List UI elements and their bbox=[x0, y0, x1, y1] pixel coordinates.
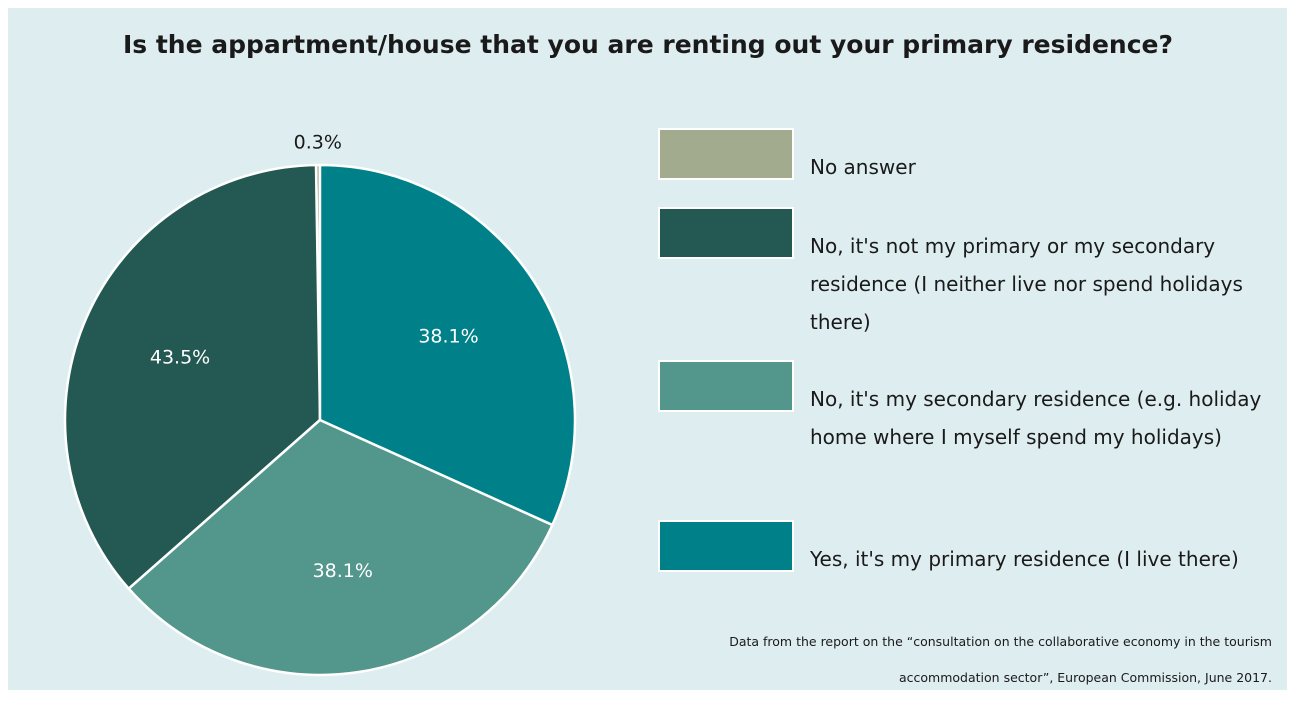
pie-slice bbox=[63, 163, 322, 591]
legend-label: No, it's my secondary residence (e.g. ho… bbox=[810, 387, 1262, 449]
source-note: Data from the report on the “consultatio… bbox=[729, 634, 1272, 685]
legend-swatch bbox=[658, 207, 794, 259]
slice-label: 38.1% bbox=[313, 560, 373, 582]
pie-slice bbox=[126, 418, 555, 677]
legend-swatch bbox=[658, 520, 794, 572]
slice-label: 38.1% bbox=[418, 326, 478, 348]
legend-label: No answer bbox=[810, 155, 916, 179]
slice-label: 43.5% bbox=[150, 347, 210, 369]
chart-title: Is the appartment/house that you are ren… bbox=[123, 30, 1173, 59]
legend-label: Yes, it's my primary residence (I live t… bbox=[810, 547, 1239, 571]
legend-swatch bbox=[658, 128, 794, 180]
chart-panel: Is the appartment/house that you are ren… bbox=[8, 8, 1287, 690]
slice-label: 0.3% bbox=[294, 132, 342, 154]
legend-label: No, it's not my primary or my secondary … bbox=[810, 234, 1243, 334]
legend-swatch bbox=[658, 360, 794, 412]
pie-slice bbox=[318, 163, 577, 527]
chart: Is the appartment/house that you are ren… bbox=[63, 30, 1173, 677]
